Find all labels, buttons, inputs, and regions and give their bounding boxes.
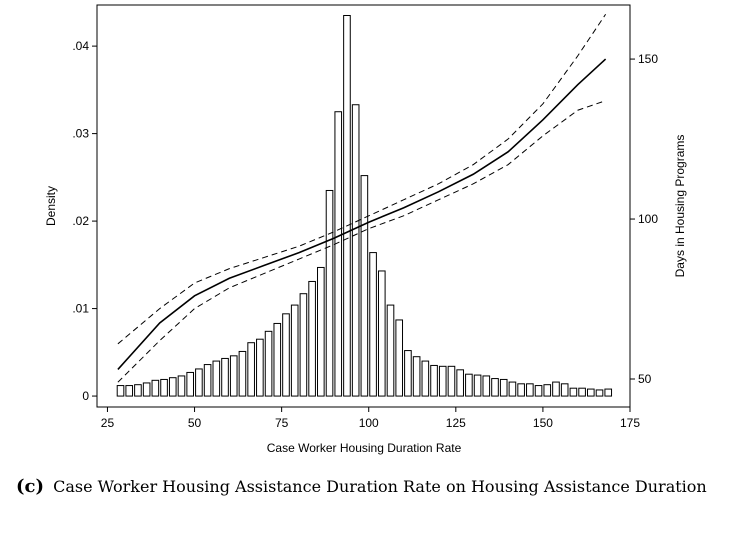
histogram-bar (151, 379, 160, 397)
histogram-bar (177, 375, 186, 397)
histogram-bar (351, 104, 360, 397)
histogram-bar (386, 304, 395, 397)
histogram-bar (438, 365, 447, 397)
histogram-bar (247, 342, 255, 397)
histogram-bar (282, 313, 290, 397)
y-tick-label: .02 (72, 214, 89, 228)
histogram-bar (534, 385, 543, 397)
histogram-bar (430, 364, 438, 397)
histogram-bar (508, 381, 517, 397)
histogram-bar (377, 270, 386, 397)
histogram-bar (369, 252, 377, 397)
histogram-bar (465, 373, 473, 397)
histogram-bar (473, 374, 482, 397)
histogram-bar (308, 280, 316, 397)
caption-text: Case Worker Housing Assistance Duration … (53, 477, 707, 496)
histogram-bar (343, 14, 351, 397)
histogram-bar (125, 385, 134, 397)
histogram-bar (412, 356, 421, 397)
histogram-bar (456, 369, 464, 397)
x-tick-label: 75 (275, 416, 289, 430)
histogram-bar (543, 384, 552, 397)
histogram-bar (273, 322, 282, 397)
y-axis-label: Density (44, 186, 58, 226)
histogram-bar (578, 387, 586, 397)
histogram-bar (482, 375, 491, 397)
histogram-bar (360, 175, 369, 397)
histogram-bar (134, 384, 142, 397)
histogram-bar (142, 382, 151, 397)
y-tick-label: .01 (72, 302, 89, 316)
histogram-bar (560, 383, 569, 397)
histogram-bar (526, 383, 534, 397)
histogram-bar (264, 330, 273, 397)
caption: (c) Case Worker Housing Assistance Durat… (16, 476, 716, 497)
y-tick-label: 0 (82, 389, 89, 403)
histogram-bar (203, 364, 212, 397)
chart: Case Worker Housing Duration Rate Densit… (44, 4, 687, 455)
histogram-bar (299, 293, 308, 397)
y2-tick-label: 50 (638, 372, 652, 386)
histogram-bar (395, 319, 404, 397)
histogram-bar (604, 388, 613, 397)
caption-label: (c) (16, 476, 44, 497)
histogram-bar (586, 388, 595, 397)
histogram-bar (325, 189, 334, 397)
histogram-bar (569, 387, 578, 397)
histogram-bar (229, 355, 238, 397)
histogram-bar (517, 383, 525, 397)
y2-axis-label: Days in Housing Programs (673, 135, 687, 278)
x-tick-label: 50 (188, 416, 202, 430)
x-tick-label: 100 (359, 416, 379, 430)
y-tick-label: .03 (72, 127, 89, 141)
x-tick-label: 150 (533, 416, 553, 430)
histogram-bar (334, 111, 343, 397)
histogram-bar (186, 371, 194, 397)
histogram-bar (290, 304, 299, 397)
histogram-bar (212, 360, 221, 397)
histogram-bar (317, 266, 325, 397)
histogram-bar (160, 378, 168, 397)
histogram-bar (238, 350, 247, 397)
x-tick-label: 125 (446, 416, 466, 430)
histogram-bar (195, 368, 203, 397)
y2-tick-label: 100 (638, 212, 658, 226)
histogram-bar (116, 385, 125, 397)
histogram-bar (221, 357, 229, 397)
histogram-bar (421, 360, 430, 397)
histogram-bar (491, 378, 499, 397)
x-tick-label: 175 (620, 416, 640, 430)
histogram-bar (499, 378, 508, 397)
y-tick-label: .04 (72, 39, 89, 53)
plot-frame (96, 4, 631, 408)
histogram-bar (256, 338, 264, 397)
x-axis-label: Case Worker Housing Duration Rate (267, 441, 462, 455)
fit-line (117, 58, 607, 370)
confidence-line (117, 100, 606, 383)
y2-tick-label: 150 (638, 52, 658, 66)
histogram-bar (595, 389, 604, 397)
histogram-bar (168, 377, 177, 397)
histogram-bar (404, 350, 412, 397)
histogram-bar (552, 381, 560, 397)
confidence-line (117, 14, 607, 345)
histogram-bar (447, 365, 456, 397)
x-tick-label: 25 (101, 416, 115, 430)
